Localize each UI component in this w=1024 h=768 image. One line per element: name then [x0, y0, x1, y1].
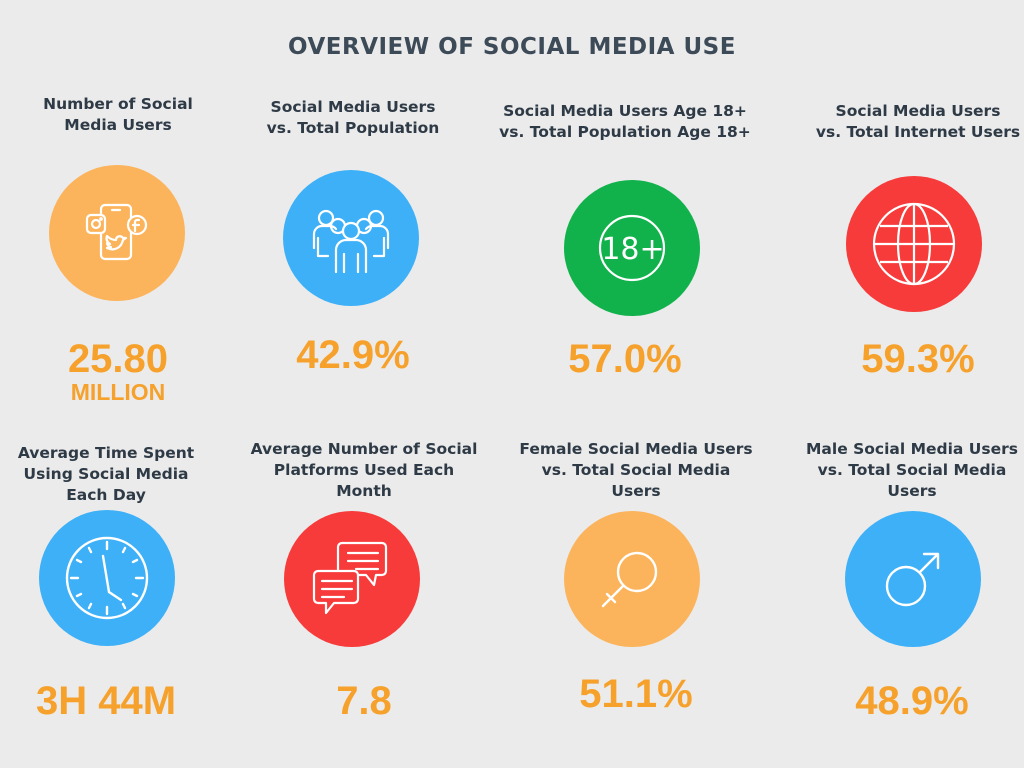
people-group-icon — [312, 209, 390, 274]
stat-label: Average Number of Social Platforms Used … — [250, 440, 478, 500]
female-symbol-icon — [601, 551, 658, 608]
male-symbol-icon — [885, 552, 940, 607]
stat-label: Male Social Media Users vs. Total Social… — [806, 440, 1018, 500]
stat-value: 59.3% — [861, 337, 975, 381]
svg-text:18+: 18+ — [601, 232, 664, 267]
stat-circle — [845, 511, 981, 647]
stat-circle — [564, 511, 700, 647]
age-18-plus-icon: 18+ — [598, 214, 666, 282]
stat-circle: 18+ — [564, 180, 700, 316]
stat-circle — [846, 176, 982, 312]
stat-circle — [284, 511, 420, 647]
stat-label: Social Media Users vs. Total Population — [266, 98, 440, 137]
stat-value: 57.0% — [568, 337, 682, 381]
stat-label: Female Social Media Users vs. Total Soci… — [519, 440, 753, 500]
stat-label: Average Time Spent Using Social Media Ea… — [17, 444, 195, 504]
page-title: OVERVIEW OF SOCIAL MEDIA USE — [288, 34, 736, 60]
stat-label: Social Media Users Age 18+ vs. Total Pop… — [499, 102, 751, 141]
stat-value: 42.9% — [296, 333, 410, 377]
stat-value: 51.1% — [579, 672, 693, 716]
chat-bubbles-icon — [312, 541, 388, 615]
stat-label: Social Media Users vs. Total Internet Us… — [815, 102, 1021, 141]
stat-circle — [283, 170, 419, 306]
stat-circle — [39, 510, 175, 646]
stat-circle — [49, 165, 185, 301]
stat-value: 3H 44M — [35, 679, 177, 723]
stat-value: 48.9% — [855, 679, 969, 723]
stat-value: 25.80 — [67, 337, 169, 381]
globe-icon — [872, 202, 956, 286]
clock-icon — [65, 536, 149, 620]
stat-value-unit: MILLION — [70, 379, 166, 405]
stat-value: 7.8 — [336, 679, 392, 723]
social-apps-phone-icon — [85, 203, 148, 261]
stat-label: Number of Social Media Users — [43, 95, 193, 134]
